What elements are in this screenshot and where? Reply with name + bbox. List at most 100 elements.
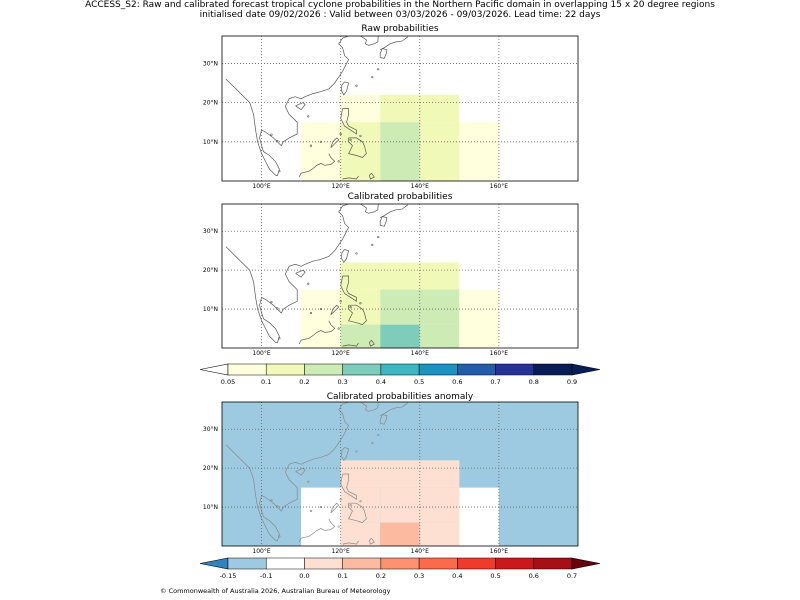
probability-cell	[340, 324, 381, 348]
island	[371, 441, 374, 444]
colorbar-probability: 0.05 0.1 0.2 0.3 0.4 0.5 0.6 0.7 0.8 0.9	[199, 363, 601, 386]
coastline	[342, 342, 359, 347]
probability-cell	[380, 522, 420, 546]
colorbar-extend-left	[199, 557, 229, 570]
lon-tick-label: 120°E	[332, 183, 350, 190]
island	[355, 252, 358, 255]
coastline	[259, 402, 350, 542]
probability-cell	[301, 487, 341, 546]
colorbar-segment	[533, 363, 573, 376]
colorbar-tick-label: -0.15	[220, 572, 237, 580]
coastline	[348, 304, 367, 325]
lon-tick-label: 100°E	[252, 548, 270, 555]
island	[276, 139, 279, 143]
coastline	[298, 518, 336, 543]
lon-tick-label: 100°E	[252, 350, 270, 357]
colorbar-tick-label: 0.3	[337, 378, 347, 386]
lon-tick-label: 100°E	[252, 183, 270, 190]
island	[309, 144, 313, 147]
colorbar-anomaly: -0.15 -0.1 0.0 0.1 0.2 0.3 0.4 0.5 0.6 0.7	[199, 557, 601, 580]
island	[309, 509, 313, 513]
colorbar-tick-label: 0.1	[337, 572, 347, 580]
colorbar-tick-label: 0.6	[452, 378, 462, 386]
island	[337, 327, 340, 330]
coastline	[342, 540, 359, 545]
colorbar-segment	[304, 557, 343, 570]
coastline	[348, 502, 367, 523]
island	[276, 307, 279, 310]
lat-tick-label: 10°N	[203, 139, 218, 146]
lat-tick-label: 30°N	[203, 60, 218, 67]
coastline	[259, 204, 350, 344]
coastline	[360, 36, 379, 46]
lon-tick-label: 140°E	[411, 183, 429, 190]
probability-cell	[380, 324, 420, 348]
colorbar-segment	[227, 363, 267, 376]
lat-tick-label: 20°N	[203, 465, 218, 472]
probability-cell	[459, 289, 499, 348]
colorbar-segment	[457, 363, 496, 376]
colorbar-segment	[265, 363, 305, 376]
probability-cell	[340, 522, 381, 546]
colorbar-tick-label: 0.9	[567, 378, 577, 386]
colorbar-segment	[495, 363, 535, 376]
coastline	[360, 204, 379, 214]
island	[337, 160, 340, 163]
coastline	[298, 320, 336, 345]
panel-title-calibrated: Calibrated probabilities	[347, 192, 453, 202]
panel-title-raw: Raw probabilities	[361, 24, 439, 34]
colorbar-segment	[418, 557, 458, 570]
lat-tick-label: 30°N	[203, 426, 218, 433]
coastline	[295, 269, 306, 278]
colorbar-tick-label: 0.05	[221, 378, 235, 386]
island	[270, 133, 273, 136]
island	[359, 500, 362, 503]
coastline	[360, 402, 379, 412]
island	[270, 300, 273, 304]
probability-cell	[340, 122, 381, 181]
island	[278, 535, 281, 538]
coastline	[342, 175, 359, 180]
island	[371, 76, 374, 79]
colorbar-extend-right	[571, 557, 601, 570]
probability-cell	[419, 324, 460, 348]
colorbar-segment	[227, 557, 267, 570]
map-frame	[221, 35, 579, 182]
colorbar-segment	[418, 363, 458, 376]
colorbar-tick-label: 0.8	[529, 378, 539, 386]
colorbar-segment	[342, 363, 382, 376]
colorbar-segment	[265, 557, 305, 570]
coastline	[340, 473, 357, 500]
island	[355, 84, 358, 87]
coastline	[380, 36, 409, 51]
probability-cell	[340, 460, 460, 488]
figure-subtitle: initialised date 09/02/2026 : Valid betw…	[199, 10, 601, 20]
colorbar-segment	[457, 557, 496, 570]
figure-title: ACCESS_S2: Raw and calibrated forecast t…	[85, 0, 715, 10]
lat-tick-label: 10°N	[203, 306, 218, 313]
colorbar-extend-left	[199, 363, 229, 376]
island	[309, 311, 313, 315]
coastline	[225, 246, 278, 344]
island	[349, 306, 352, 309]
map-area	[222, 402, 578, 546]
island	[377, 433, 380, 437]
map-area	[222, 204, 578, 348]
lon-tick-label: 160°E	[490, 548, 508, 555]
colorbar-segment	[342, 557, 382, 570]
probability-cell	[301, 289, 341, 348]
colorbar-tick-label: 0.4	[376, 378, 386, 386]
island	[307, 115, 310, 118]
coastline	[369, 339, 375, 347]
island	[355, 450, 358, 453]
colorbar-segment	[495, 557, 535, 570]
copyright-notice: © Commonwealth of Australia 2026, Austra…	[160, 587, 391, 595]
island	[377, 235, 380, 239]
coastline	[348, 137, 367, 158]
colorbar-tick-label: 0.4	[452, 572, 462, 580]
coastline	[340, 275, 357, 302]
map-panel-2: 100°E 120°E 140°E 160°E 10°N 20°N 30°N	[203, 203, 579, 357]
coastline	[298, 153, 336, 178]
panel-title-anomaly: Calibrated probabilities anomaly	[326, 392, 474, 402]
